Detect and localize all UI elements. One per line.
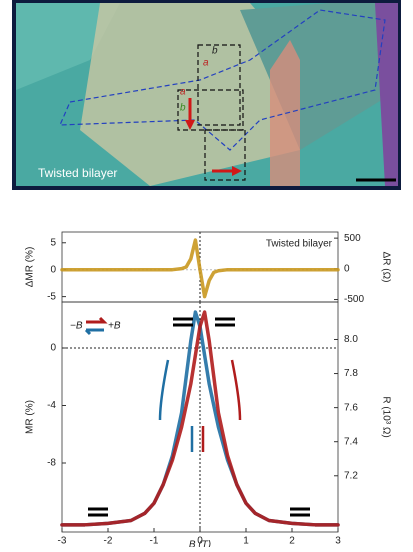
marker: a — [180, 87, 186, 98]
box — [177, 89, 244, 131]
moment-arrow — [88, 507, 108, 517]
legend-label: +B — [108, 321, 121, 332]
moment-arrow — [290, 507, 310, 517]
annotation: Twisted bilayer — [266, 239, 333, 250]
electrodes-region — [240, 3, 398, 150]
x-tick-label: 0 — [197, 536, 203, 547]
y2-tick-label: 0 — [344, 263, 350, 274]
y-axis-label: MR (%) — [25, 400, 36, 434]
y2-tick-label: 7.2 — [344, 470, 358, 481]
y-tick-label: -5 — [47, 291, 56, 302]
marker: b — [212, 46, 218, 57]
series-line — [60, 238, 340, 299]
sweep-arrow — [158, 359, 170, 421]
y-tick-label: 5 — [50, 237, 56, 248]
image-label: Twisted bilayer — [38, 166, 117, 180]
y2-tick-label: 7.4 — [344, 436, 358, 447]
y-tick-label: -8 — [47, 458, 56, 469]
y2-tick-label: -500 — [344, 294, 364, 305]
box — [204, 129, 246, 181]
y-tick-label: 0 — [50, 264, 56, 275]
y2-tick-label: 8.0 — [344, 334, 358, 345]
y-tick-label: -4 — [47, 400, 56, 411]
box — [197, 44, 241, 126]
legend-arrow — [86, 316, 108, 332]
electrodes — [270, 40, 300, 186]
y2-axis-label: ΔR (Ω) — [380, 252, 391, 283]
x-tick-label: 1 — [243, 536, 249, 547]
arrow-head — [232, 166, 242, 176]
x-tick-label: -2 — [104, 536, 113, 547]
y2-axis-label: R (10³ Ω) — [380, 396, 391, 437]
series-line — [60, 310, 340, 527]
substrate — [16, 3, 120, 90]
outline — [59, 9, 386, 151]
y-axis-label: ΔMR (%) — [25, 247, 36, 288]
x-tick-label: -1 — [150, 536, 159, 547]
moment-arrow — [173, 317, 193, 327]
legend-label: −B — [70, 321, 83, 332]
x-tick-label: 2 — [289, 536, 295, 547]
x-axis-label: B (T) — [189, 540, 211, 547]
edge-region — [375, 3, 398, 186]
micrograph: b a a b Twisted bilayer — [12, 0, 401, 190]
y2-tick-label: 500 — [344, 233, 361, 244]
y2-tick-label: 7.8 — [344, 368, 358, 379]
x-tick-label: -3 — [58, 536, 67, 547]
y-tick-label: 0 — [50, 343, 56, 354]
sweep-arrow — [230, 359, 242, 421]
moment-arrow — [215, 317, 235, 327]
marker: a — [203, 58, 209, 69]
arrow-head — [185, 120, 195, 130]
legend-arrow — [84, 328, 104, 336]
marker: b — [180, 103, 186, 114]
x-tick-label: 3 — [335, 536, 341, 547]
y2-tick-label: 7.6 — [344, 402, 358, 413]
